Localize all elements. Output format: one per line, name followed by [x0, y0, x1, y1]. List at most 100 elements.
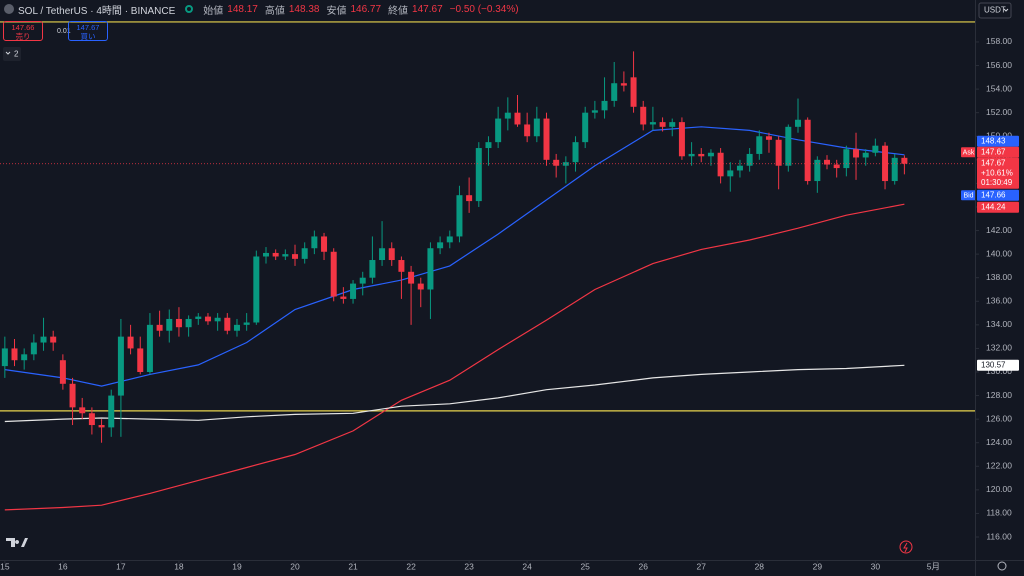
x-tick-label: 22: [406, 561, 416, 571]
candle-body: [785, 126, 792, 166]
candle-body: [495, 118, 502, 143]
y-tick-label: 118.00: [986, 508, 1012, 518]
candle-body: [553, 159, 560, 166]
candle-body: [359, 277, 366, 284]
y-tick-label: 126.00: [986, 413, 1012, 423]
ohlc-label: 高値: [264, 5, 285, 17]
y-tick-label: 122.00: [986, 461, 1012, 471]
ohlc-value: 147.67: [412, 3, 443, 15]
candle-body: [591, 110, 598, 113]
price-label-box: [977, 146, 1019, 158]
candle-body: [214, 317, 221, 322]
candle-body: [736, 165, 743, 171]
candle-body: [746, 153, 753, 166]
x-tick-label: 21: [348, 561, 358, 571]
x-tick-label: 29: [813, 561, 823, 571]
status-dot: [185, 5, 194, 13]
buy-label: 買い: [80, 32, 96, 41]
candle-body: [853, 149, 860, 158]
ohlc-value: 148.38: [288, 3, 320, 15]
ohlc-label: 終値: [388, 5, 409, 17]
candle-body: [253, 256, 260, 323]
candle-body: [466, 195, 473, 202]
candle-body: [727, 170, 734, 177]
candle-body: [533, 118, 540, 137]
candle-body: [117, 336, 124, 396]
price-label: 148.43: [981, 137, 1006, 146]
settings-icon[interactable]: [997, 561, 1007, 571]
candle-body: [282, 254, 289, 257]
legend: SOL / TetherUS · 4時間 · BINANCE 始値 148.17 …: [4, 2, 522, 17]
currency-button[interactable]: [978, 2, 1012, 19]
y-tick-label: 158.00: [986, 36, 1012, 46]
candle-body: [562, 162, 569, 166]
candle-body: [98, 425, 105, 428]
candle-body: [388, 248, 395, 261]
moving-average: [4, 364, 905, 423]
x-tick-label: 25: [580, 561, 590, 571]
candle-body: [40, 336, 47, 343]
y-tick-label: 140.00: [986, 248, 1012, 258]
candle-body: [524, 124, 531, 137]
candle-body: [649, 122, 656, 125]
candle-body: [659, 122, 666, 127]
y-tick-label: 136.00: [986, 296, 1012, 306]
alert-icon: [903, 542, 908, 553]
price-label-box: [977, 189, 1019, 201]
price-label: 147.67: [981, 148, 1006, 157]
y-tick-label: 150.00: [986, 131, 1012, 141]
x-tick-label: 24: [522, 561, 532, 571]
chevron: [1003, 8, 1009, 12]
price-tag-box: [961, 190, 975, 201]
chevron: [5, 51, 11, 55]
candle-body: [756, 136, 763, 154]
candle-body: [446, 236, 453, 243]
price-label-box: [977, 157, 1019, 189]
candle-body: [688, 153, 695, 157]
candle-body: [146, 324, 153, 372]
alert-icon[interactable]: [899, 540, 913, 554]
candle-body: [185, 318, 192, 328]
price-label-box: [977, 201, 1019, 213]
candle-body: [88, 413, 95, 426]
candle-body: [543, 118, 550, 160]
change: −0.50 (−0.34%): [449, 3, 519, 15]
ohlc-value: 148.17: [227, 3, 258, 15]
y-tick-label: 120.00: [986, 484, 1012, 494]
sell-label: 売り: [15, 32, 31, 41]
price-tag-box: [961, 147, 975, 158]
candle-body: [301, 248, 308, 259]
currency: USDT: [984, 6, 1006, 15]
candle-body: [814, 159, 821, 182]
candle-body: [475, 148, 482, 202]
candle-body: [340, 296, 347, 299]
x-tick-label: 15: [0, 561, 10, 571]
sell-button[interactable]: 147.66 売り: [3, 21, 43, 41]
candle-body: [369, 260, 376, 278]
candle-body: [572, 142, 579, 163]
candle-body: [630, 77, 637, 107]
x-tick-label: 5月: [927, 561, 940, 571]
indicator-count: 2: [14, 50, 19, 59]
candle-body: [408, 271, 415, 284]
candle-body: [417, 283, 424, 290]
candle-body: [437, 242, 444, 249]
candle-body: [717, 152, 724, 177]
indicator-toggle[interactable]: [3, 47, 21, 61]
candle-body: [137, 348, 144, 372]
candle-body: [669, 122, 676, 127]
y-tick-label: 116.00: [986, 531, 1012, 541]
y-tick-label: 152.00: [986, 107, 1012, 117]
price-label: 147.66: [981, 191, 1006, 200]
candle-body: [243, 322, 250, 325]
symbol-icon: [4, 4, 14, 14]
candle-body: [765, 136, 772, 140]
candle-body: [640, 106, 647, 125]
candle-body: [582, 112, 589, 143]
candle-body: [30, 342, 37, 355]
candle-body: [350, 283, 357, 299]
candle-body: [456, 195, 463, 237]
candle-body: [292, 254, 299, 259]
buy-button[interactable]: 147.67 買い: [68, 21, 108, 41]
